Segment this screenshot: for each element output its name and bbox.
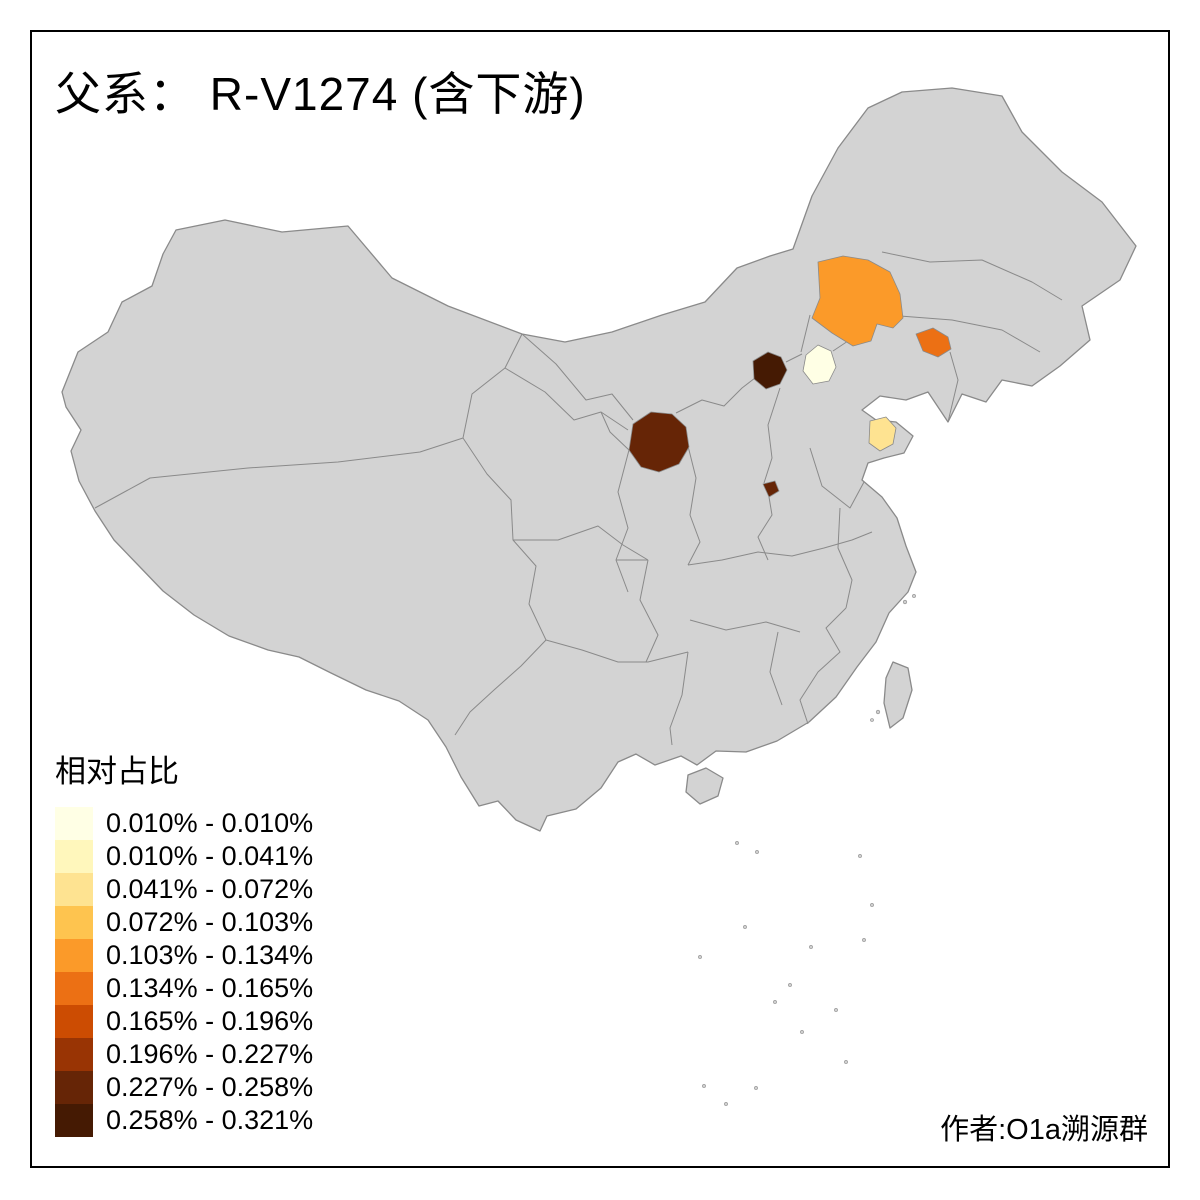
legend-item: 0.041% - 0.072%: [55, 873, 313, 906]
region-west-liaoning: [915, 327, 952, 358]
taiwan-island: [883, 661, 913, 729]
legend-swatch: [55, 1071, 93, 1104]
legend-swatch: [55, 873, 93, 906]
china-mainland: [61, 87, 1137, 832]
legend-label: 0.010% - 0.041%: [106, 841, 314, 871]
legend-swatch: [55, 1104, 93, 1137]
legend-label: 0.134% - 0.165%: [106, 973, 314, 1003]
province-borders: [94, 251, 1063, 746]
region-northeast-inner-mongolia: [811, 255, 904, 347]
legend-label: 0.258% - 0.321%: [106, 1105, 314, 1135]
region-northwest-hebei: [752, 351, 788, 390]
legend-label: 0.041% - 0.072%: [106, 874, 314, 904]
legend-item: 0.010% - 0.041%: [55, 840, 313, 873]
highlighted-regions: [628, 255, 952, 498]
legend-title: 相对占比: [55, 754, 179, 789]
legend-label: 0.072% - 0.103%: [106, 907, 314, 937]
legend-item: 0.134% - 0.165%: [55, 972, 313, 1005]
region-beijing: [802, 344, 837, 385]
legend-item: 0.165% - 0.196%: [55, 1005, 313, 1038]
legend-swatch: [55, 906, 93, 939]
region-north-shaanxi: [628, 411, 690, 473]
legend-swatch: [55, 972, 93, 1005]
legend-item: 0.103% - 0.134%: [55, 939, 313, 972]
legend-item: 0.258% - 0.321%: [55, 1104, 313, 1137]
author-credit: 作者:O1a溯源群: [940, 1114, 1148, 1146]
page-title: 父系： R-V1274 (含下游): [55, 68, 586, 120]
legend-item: 0.010% - 0.010%: [55, 807, 313, 840]
legend: 相对占比 0.010% - 0.010% 0.010% - 0.041% 0.0…: [55, 746, 313, 1137]
legend-item: 0.196% - 0.227%: [55, 1038, 313, 1071]
legend-swatch: [55, 840, 93, 873]
region-south-shanxi: [762, 480, 780, 498]
legend-label: 0.103% - 0.134%: [106, 940, 314, 970]
legend-swatch: [55, 1005, 93, 1038]
legend-label: 0.010% - 0.010%: [106, 808, 314, 838]
legend-swatch: [55, 939, 93, 972]
legend-label: 0.196% - 0.227%: [106, 1039, 314, 1069]
legend-label: 0.165% - 0.196%: [106, 1006, 314, 1036]
legend-swatch: [55, 807, 93, 840]
legend-swatch: [55, 1038, 93, 1071]
legend-item: 0.227% - 0.258%: [55, 1071, 313, 1104]
legend-label: 0.227% - 0.258%: [106, 1072, 314, 1102]
small-islands: [698, 594, 916, 1106]
region-east-shandong: [868, 416, 897, 452]
legend-item: 0.072% - 0.103%: [55, 906, 313, 939]
hainan-island: [685, 767, 724, 805]
